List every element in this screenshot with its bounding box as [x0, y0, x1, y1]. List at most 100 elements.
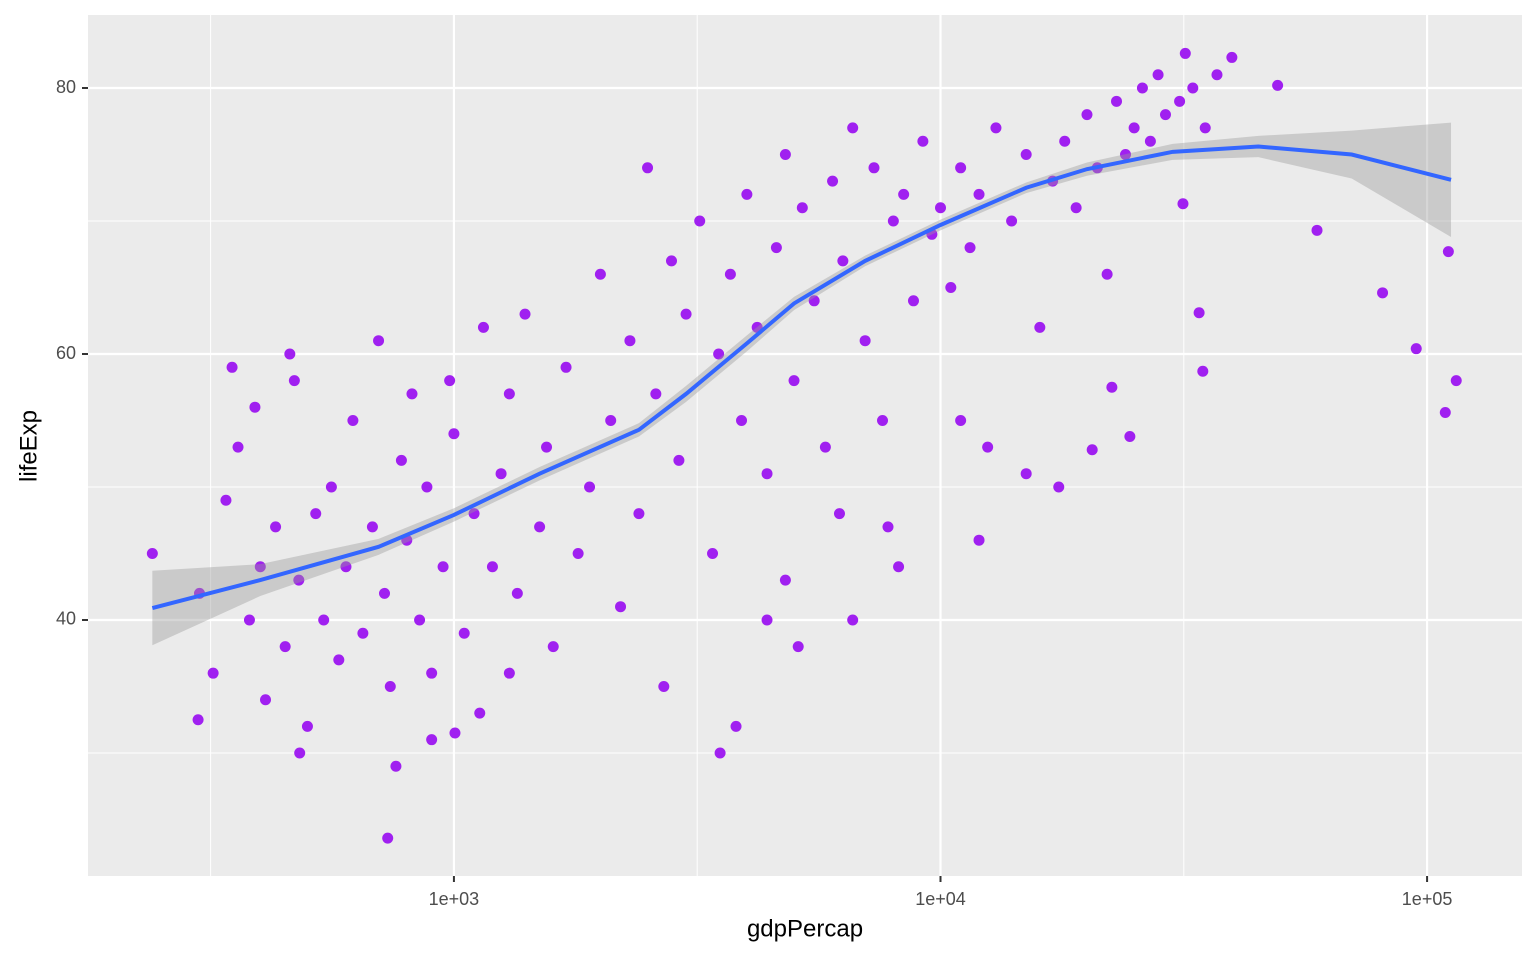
x-tick-label: 1e+03 [429, 889, 480, 909]
point [1136, 82, 1148, 94]
point [260, 694, 272, 706]
point [1197, 365, 1209, 377]
point [1120, 149, 1132, 161]
point [893, 561, 905, 573]
point [1410, 343, 1422, 355]
point [1187, 82, 1199, 94]
point [666, 255, 678, 267]
x-tick-label: 1e+05 [1402, 889, 1453, 909]
point [1179, 47, 1191, 59]
point [642, 162, 654, 174]
point [474, 707, 486, 719]
point [503, 388, 515, 400]
point [736, 414, 748, 426]
point [680, 308, 692, 320]
point [982, 441, 994, 453]
point [779, 574, 791, 586]
point [560, 361, 572, 373]
point [373, 335, 385, 347]
point [788, 375, 800, 387]
point [270, 521, 282, 533]
point [1199, 122, 1211, 134]
point [547, 641, 559, 653]
point [254, 561, 266, 573]
point [243, 614, 255, 626]
point [730, 720, 742, 732]
x-axis-title: gdpPercap [747, 915, 863, 942]
point [318, 614, 330, 626]
point [713, 348, 725, 360]
point [1020, 149, 1032, 161]
point [1144, 135, 1156, 147]
y-axis-title: lifeExp [15, 410, 42, 482]
point [226, 361, 238, 373]
point [477, 321, 489, 333]
y-tick-label: 60 [56, 343, 76, 363]
y-tick-label: 40 [56, 609, 76, 629]
point [714, 747, 726, 759]
point [220, 494, 232, 506]
point [1106, 381, 1118, 393]
point [650, 388, 662, 400]
point [868, 162, 880, 174]
point [833, 508, 845, 520]
point [458, 627, 470, 639]
point [973, 534, 985, 546]
point [1124, 430, 1136, 442]
point [1081, 109, 1093, 121]
point [594, 268, 606, 280]
point [761, 614, 773, 626]
point [288, 375, 300, 387]
point [444, 375, 456, 387]
point [796, 202, 808, 214]
point [382, 832, 394, 844]
point [964, 242, 976, 254]
point [955, 162, 967, 174]
point [673, 454, 685, 466]
point [624, 335, 636, 347]
point [333, 654, 345, 666]
point [310, 508, 322, 520]
point [827, 175, 839, 187]
point [707, 547, 719, 559]
point [448, 428, 460, 440]
point [534, 521, 546, 533]
point [437, 561, 449, 573]
point [955, 414, 967, 426]
point [325, 481, 337, 493]
point [917, 135, 929, 147]
point [935, 202, 947, 214]
point [847, 122, 859, 134]
point [495, 468, 507, 480]
point [973, 188, 985, 200]
point [1006, 215, 1018, 227]
point [945, 282, 957, 294]
point [1111, 95, 1123, 107]
point [1442, 246, 1454, 258]
panel [88, 15, 1522, 876]
point [279, 641, 291, 653]
point [847, 614, 859, 626]
point [1128, 122, 1140, 134]
point [519, 308, 531, 320]
point [1034, 321, 1046, 333]
point [207, 667, 219, 679]
y-tick-label: 80 [56, 77, 76, 97]
point [468, 508, 480, 520]
point [1450, 375, 1462, 387]
point [426, 667, 438, 679]
point [1101, 268, 1113, 280]
point [770, 242, 782, 254]
grid [88, 15, 1522, 876]
point [1159, 109, 1171, 121]
point [357, 627, 369, 639]
point [808, 295, 820, 307]
point [511, 587, 523, 599]
point [1174, 95, 1186, 107]
point [859, 335, 871, 347]
point [1439, 407, 1451, 419]
point [249, 401, 261, 413]
point [887, 215, 899, 227]
point [1070, 202, 1082, 214]
